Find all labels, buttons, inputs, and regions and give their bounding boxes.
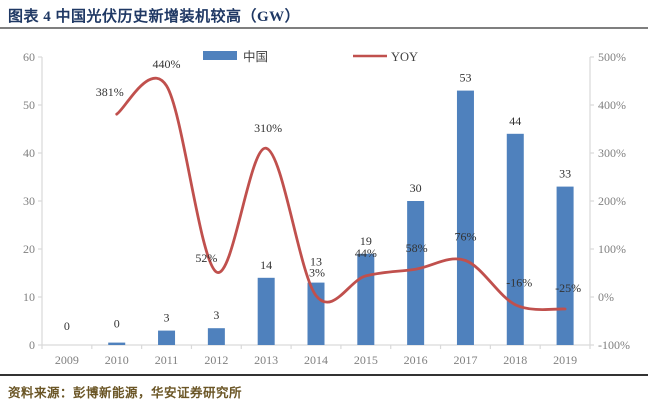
right-axis-tick-label: 200% bbox=[598, 194, 626, 208]
right-axis-tick-label: 0% bbox=[598, 290, 614, 304]
x-axis-category-label: 2019 bbox=[553, 353, 577, 367]
x-axis-category-label: 2018 bbox=[503, 353, 527, 367]
left-axis-tick-label: 10 bbox=[23, 290, 35, 304]
bar-2012 bbox=[207, 328, 225, 345]
bar-label-2019: 33 bbox=[559, 167, 571, 181]
bar-label-2012: 3 bbox=[213, 308, 219, 322]
x-axis-category-label: 2014 bbox=[304, 353, 328, 367]
legend-bar-swatch bbox=[203, 51, 237, 60]
legend-label-yoy: YOY bbox=[391, 50, 418, 64]
bar-2018 bbox=[506, 133, 524, 345]
x-axis-category-label: 2015 bbox=[354, 353, 378, 367]
bar-label-2011: 3 bbox=[164, 311, 170, 325]
left-axis-tick-label: 30 bbox=[23, 194, 35, 208]
yoy-label-2014: 3% bbox=[309, 266, 325, 280]
left-axis-tick-label: 0 bbox=[29, 338, 35, 352]
bar-label-2017: 53 bbox=[459, 71, 471, 85]
bar-2013 bbox=[257, 277, 275, 345]
bar-2014 bbox=[307, 282, 325, 345]
chart-title: 图表 4 中国光伏历史新增装机较高（GW） bbox=[8, 9, 301, 25]
x-axis-category-label: 2013 bbox=[254, 353, 278, 367]
bar-2010 bbox=[108, 342, 126, 345]
right-axis-tick-label: -100% bbox=[598, 338, 630, 352]
x-axis-category-label: 2010 bbox=[105, 353, 129, 367]
right-axis-tick-label: 500% bbox=[598, 50, 626, 64]
yoy-line bbox=[115, 76, 567, 312]
yoy-label-2019: -25% bbox=[555, 281, 581, 295]
yoy-label-2012: 52% bbox=[195, 251, 217, 265]
left-axis-tick-label: 50 bbox=[23, 98, 35, 112]
x-axis-category-label: 2011 bbox=[155, 353, 179, 367]
footer-divider bbox=[0, 374, 648, 376]
title-divider bbox=[0, 27, 648, 29]
yoy-label-2010: 381% bbox=[96, 85, 124, 99]
bar-label-2010: 0 bbox=[114, 317, 120, 331]
x-axis-category-label: 2017 bbox=[453, 353, 477, 367]
yoy-label-2015: 44% bbox=[355, 246, 377, 260]
bar-label-2015: 19 bbox=[360, 234, 372, 248]
yoy-label-2016: 58% bbox=[406, 241, 428, 255]
source-note: 资料来源：彭博新能源，华安证券研究所 bbox=[8, 386, 243, 400]
yoy-label-2017: 76% bbox=[454, 230, 476, 244]
x-axis-category-label: 2009 bbox=[55, 353, 79, 367]
bar-label-2014: 13 bbox=[310, 255, 322, 269]
bar-2017 bbox=[456, 90, 474, 345]
left-axis-tick-label: 40 bbox=[23, 146, 35, 160]
right-axis-tick-label: 400% bbox=[598, 98, 626, 112]
bar-2011 bbox=[158, 330, 176, 345]
bar-2015 bbox=[357, 253, 375, 345]
bar-label-2018: 44 bbox=[509, 114, 521, 128]
right-axis-tick-label: 100% bbox=[598, 242, 626, 256]
bar-2016 bbox=[407, 201, 425, 345]
bar-2019 bbox=[556, 186, 574, 345]
bar-label-2013: 14 bbox=[260, 258, 272, 272]
yoy-label-2013: 310% bbox=[254, 121, 282, 135]
x-axis-category-label: 2016 bbox=[404, 353, 428, 367]
left-axis-tick-label: 60 bbox=[23, 50, 35, 64]
right-axis-tick-label: 300% bbox=[598, 146, 626, 160]
legend-label-china: 中国 bbox=[243, 49, 268, 64]
bar-label-2009: 0 bbox=[64, 319, 70, 333]
yoy-label-2018: -16% bbox=[506, 276, 532, 290]
bar-label-2016: 30 bbox=[410, 181, 422, 195]
left-axis-tick-label: 20 bbox=[23, 242, 35, 256]
x-axis-category-label: 2012 bbox=[204, 353, 228, 367]
yoy-label-2011: 440% bbox=[153, 57, 181, 71]
